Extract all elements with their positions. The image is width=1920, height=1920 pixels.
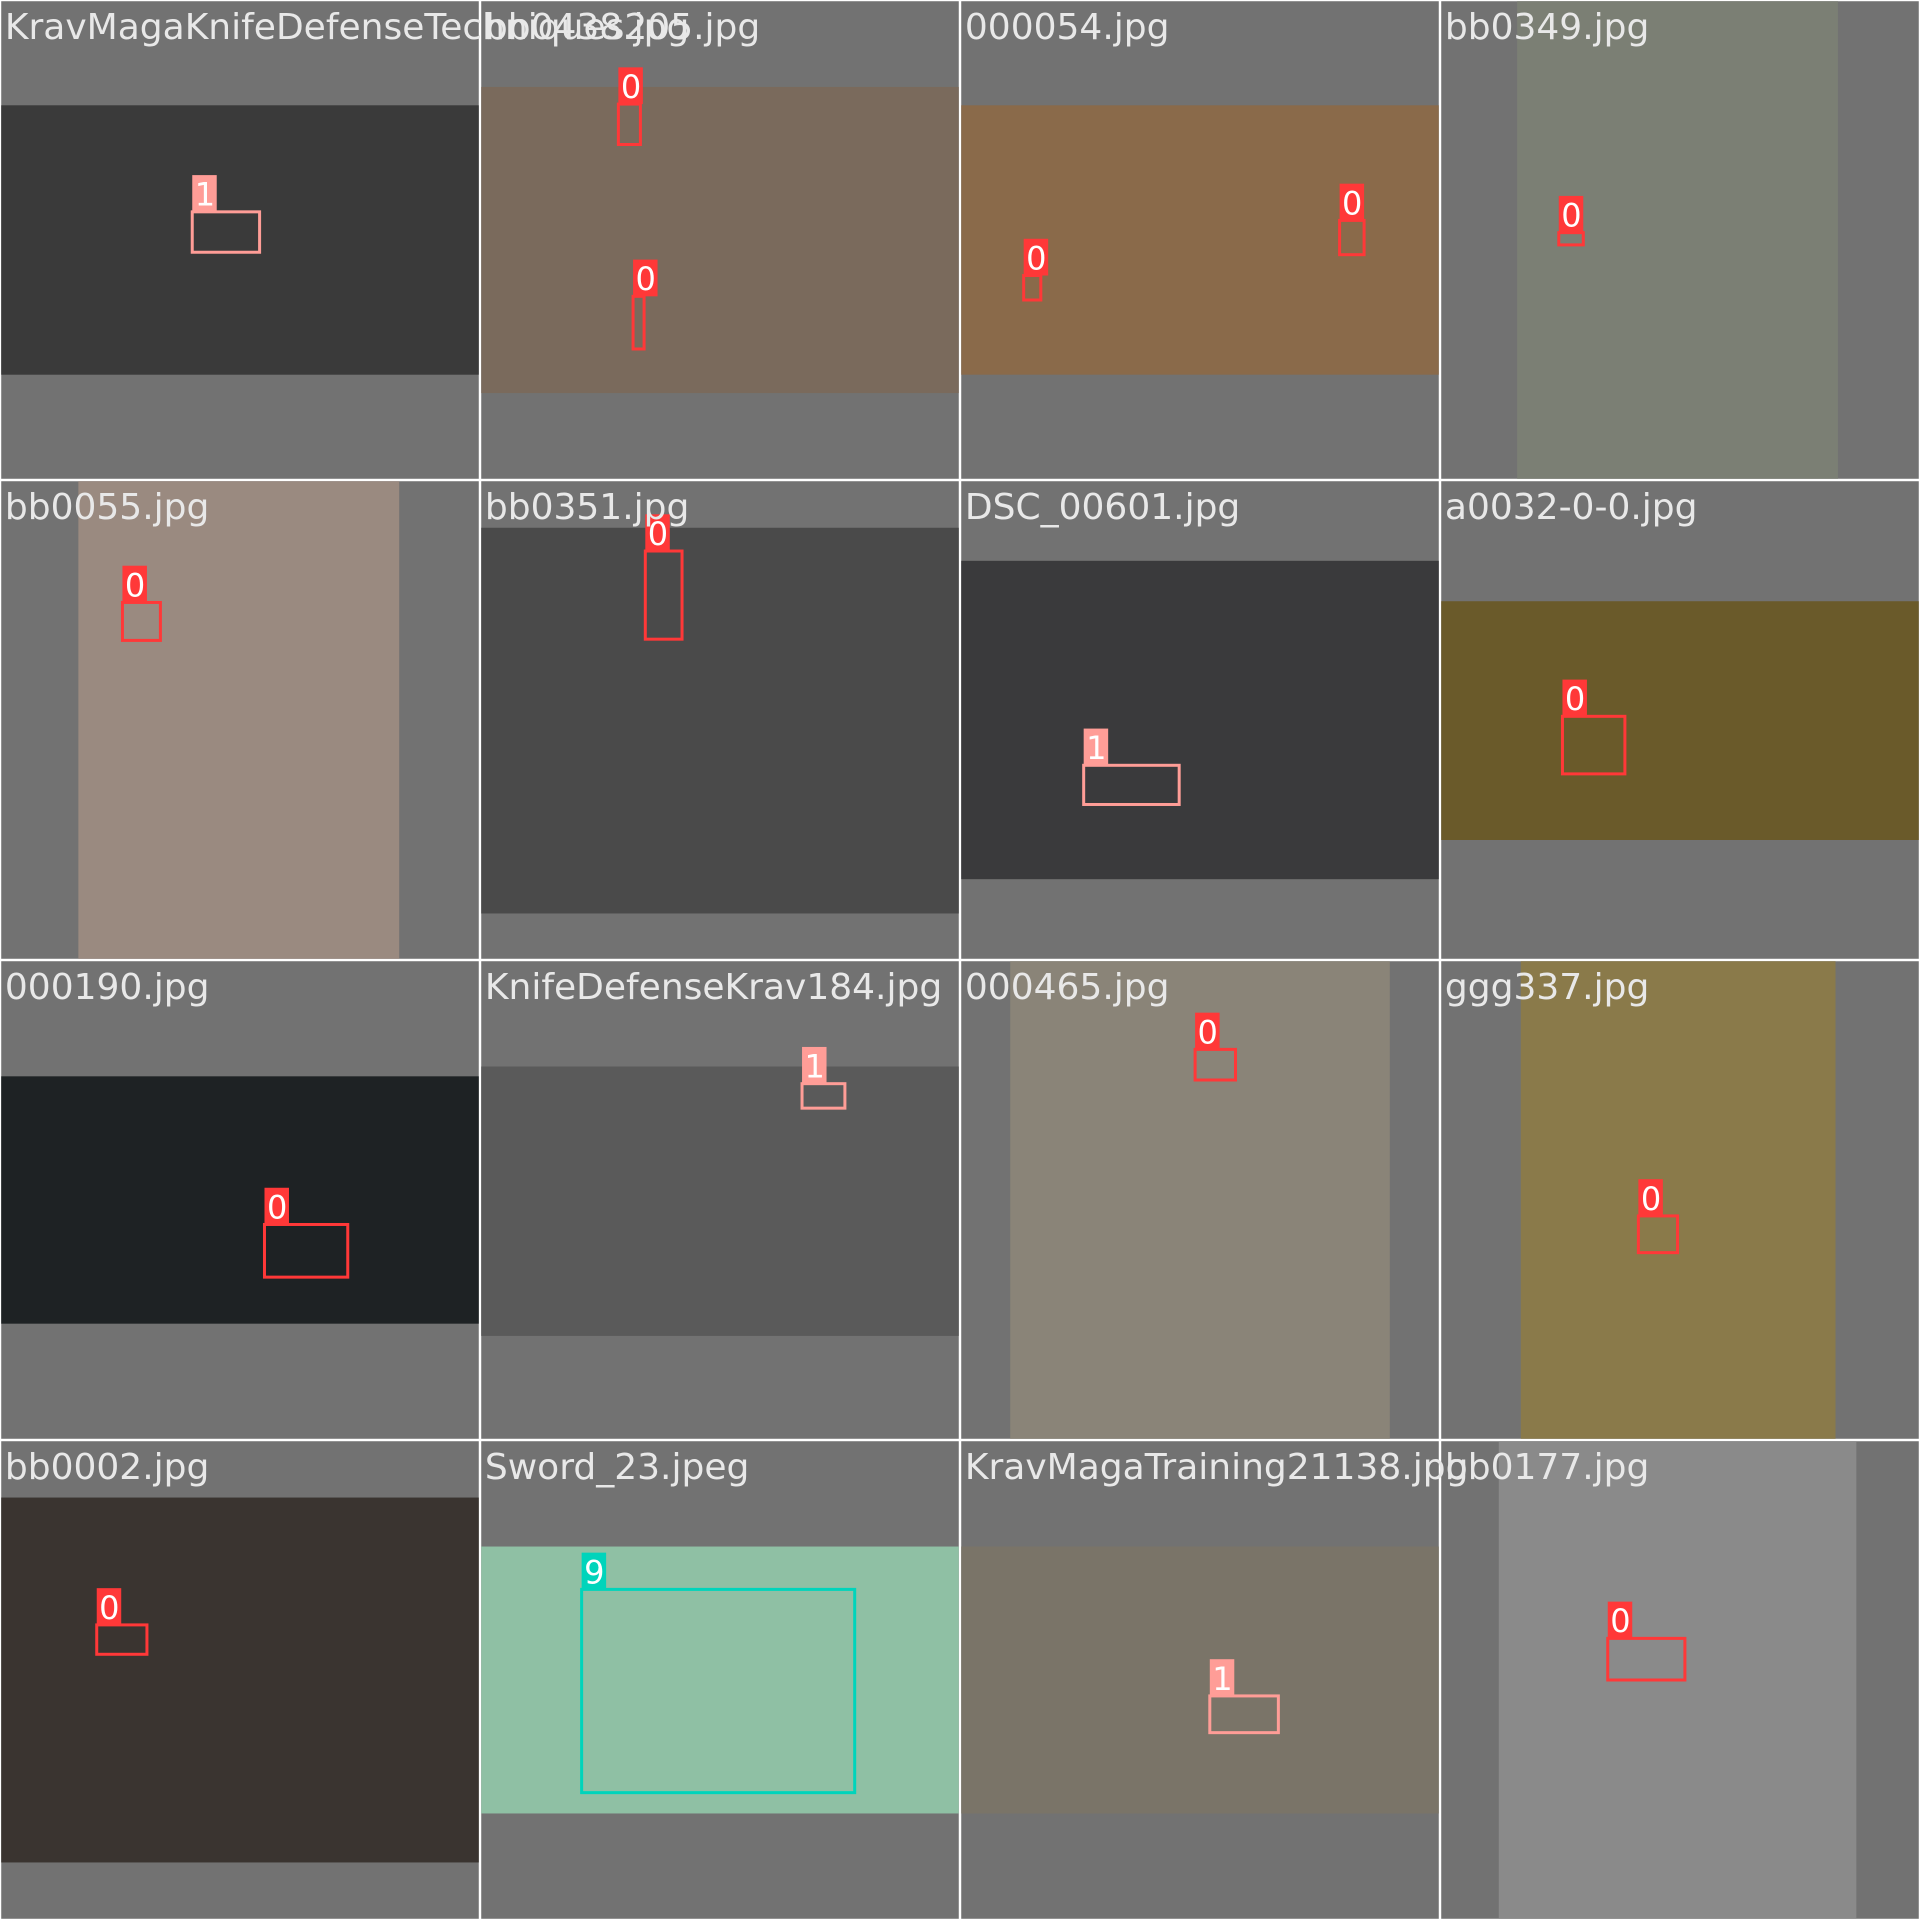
box-label: 1 (804, 1048, 824, 1086)
photo (481, 1066, 959, 1336)
box-label: 0 (125, 566, 145, 604)
filename: 000190.jpg (5, 967, 210, 1008)
tile: 9 (481, 1441, 959, 1919)
box-label-tag (1558, 195, 1584, 233)
box-label: 0 (1565, 680, 1585, 718)
photo (1, 1076, 479, 1324)
filename: bb0055.jpg (5, 487, 209, 528)
tile: 1 (961, 1441, 1439, 1919)
bounding-box (95, 1623, 149, 1656)
box-label-tag (192, 175, 217, 212)
box-label: 0 (636, 260, 656, 298)
photo (481, 527, 959, 914)
tile: 0 (1441, 1441, 1919, 1919)
box-label-tag (1083, 728, 1109, 766)
filename: bb0351.jpg (485, 487, 689, 528)
filename: bb0349.jpg (1445, 7, 1649, 48)
filename: 000465.jpg (965, 967, 1170, 1008)
tile: 1 (1, 1, 479, 479)
bounding-box (580, 1587, 857, 1795)
box-label: 0 (267, 1188, 287, 1226)
box-label-tag (618, 67, 643, 105)
tile: 00 (961, 1, 1439, 479)
tile: 1 (961, 481, 1439, 959)
box-label-tag (1023, 238, 1049, 276)
photo (1517, 1, 1838, 479)
filename: KravMagaKnifeDefenseTechniques205.jpg (5, 7, 760, 48)
box-label: 0 (1561, 197, 1581, 235)
box-label: 0 (1342, 184, 1362, 222)
filename: a0032-0-0.jpg (1445, 487, 1698, 528)
bounding-box (1606, 1636, 1687, 1682)
tile: 00 (481, 1, 959, 479)
box-label-tag (802, 1046, 827, 1084)
box-label-tag (1562, 679, 1587, 717)
box-label-tag (122, 565, 147, 603)
tile: 1 (481, 961, 959, 1439)
box-label: 0 (621, 68, 641, 106)
bounding-box (190, 210, 262, 254)
box-label: 1 (1212, 1660, 1232, 1698)
bounding-box (1560, 714, 1627, 776)
box-label-tag (1638, 1179, 1663, 1216)
photo (1, 105, 479, 375)
photo (1, 1497, 479, 1863)
tile: 0 (1, 481, 479, 959)
photo (961, 1546, 1439, 1814)
bounding-box (262, 1222, 350, 1279)
box-label: 0 (1641, 1180, 1661, 1218)
box-label: 0 (1198, 1013, 1218, 1051)
box-label-tag (1339, 183, 1365, 221)
photo (1441, 601, 1919, 840)
tile: 0 (481, 481, 959, 959)
photo (481, 86, 959, 394)
box-label-tag (96, 1588, 122, 1625)
photo (78, 481, 400, 959)
box-label: 0 (1610, 1602, 1630, 1640)
filename: ggg337.jpg (1445, 967, 1649, 1008)
bounding-box (1082, 763, 1181, 806)
bounding-box (1208, 1694, 1280, 1735)
filename: DSC_00601.jpg (965, 487, 1240, 528)
box-label-tag (1607, 1601, 1633, 1639)
box-label-tag (264, 1187, 289, 1225)
box-label-tag (581, 1552, 607, 1590)
tile: 0 (1, 961, 479, 1439)
box-label: 9 (584, 1553, 604, 1591)
photo (961, 560, 1439, 880)
box-label: 1 (1086, 729, 1106, 767)
box-label: 1 (195, 176, 215, 214)
filename: KravMagaTraining21138.jpg (965, 1447, 1469, 1488)
box-label: 0 (99, 1589, 119, 1627)
box-label: 0 (1026, 239, 1046, 277)
box-label-tag (645, 514, 670, 552)
box-label-tag (1209, 1659, 1235, 1696)
filename: KnifeDefenseKrav184.jpg (485, 967, 942, 1008)
photo (1520, 961, 1836, 1439)
tile: 0 (1441, 961, 1919, 1439)
tile: 0 (1, 1441, 479, 1919)
filename: 000054.jpg (965, 7, 1170, 48)
tile: 0 (961, 961, 1439, 1439)
filename: Sword_23.jpeg (485, 1447, 749, 1488)
tile: 0 (1441, 481, 1919, 959)
tile: 0 (1441, 1, 1919, 479)
box-label-tag (633, 259, 658, 297)
filename: bb0438.jpg (485, 7, 689, 48)
box-label-tag (1195, 1012, 1220, 1050)
filename: bb0177.jpg (1445, 1447, 1649, 1488)
filename: bb0002.jpg (5, 1447, 209, 1488)
photo (481, 1546, 959, 1814)
box-label: 0 (648, 515, 668, 553)
